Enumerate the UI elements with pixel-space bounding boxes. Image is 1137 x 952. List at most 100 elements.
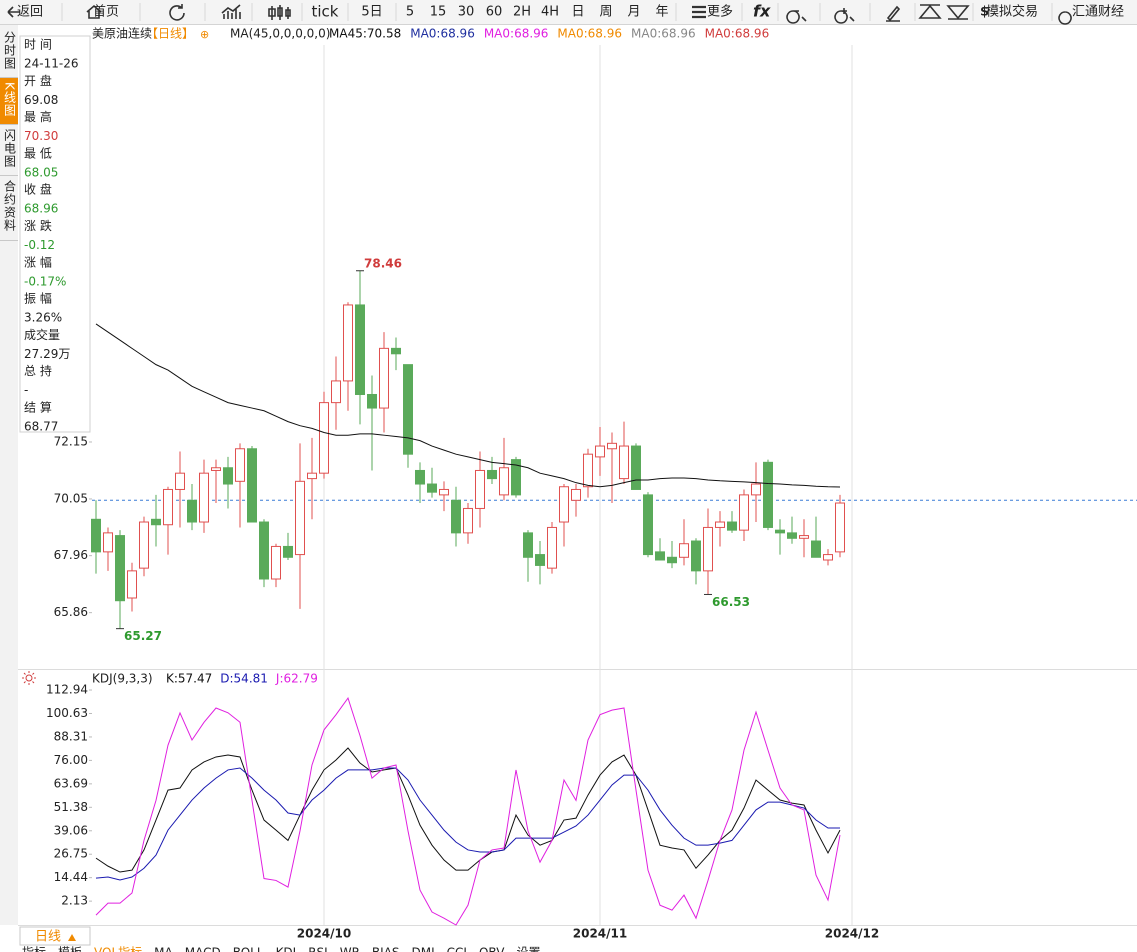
bottom-tab[interactable]: CCI xyxy=(447,946,467,952)
bottom-tab[interactable]: RSI xyxy=(308,946,328,952)
side-tab[interactable]: 闪电图 xyxy=(3,129,17,168)
y-tick-label: 72.15 xyxy=(54,434,88,448)
bottom-tab[interactable]: BIAS xyxy=(372,946,400,952)
bottom-tab[interactable]: KDJ xyxy=(276,946,297,952)
candle-body xyxy=(187,499,197,523)
candle-body xyxy=(547,526,557,569)
toolbar-item[interactable]: 5 xyxy=(406,5,414,20)
side-tab[interactable]: K线图 xyxy=(3,82,17,117)
candle-body xyxy=(307,472,317,480)
kdj-line xyxy=(95,767,840,881)
kdj-y-tick-label: 76.00 xyxy=(54,753,88,767)
side-tab[interactable]: 分时图 xyxy=(3,31,17,70)
bottom-tab[interactable]: WR xyxy=(340,946,360,952)
back-icon[interactable] xyxy=(7,6,20,18)
candle-body xyxy=(367,393,377,409)
toolbar-item[interactable]: 30 xyxy=(458,5,475,20)
refresh-icon[interactable] xyxy=(169,4,185,21)
candle-body xyxy=(175,472,185,490)
pen-icon[interactable] xyxy=(886,5,901,22)
toolbar-item[interactable]: 返回 xyxy=(17,5,43,20)
zoom-out-icon[interactable] xyxy=(786,10,807,24)
fx-icon[interactable]: fx xyxy=(753,2,771,21)
candle-icon[interactable] xyxy=(268,5,291,20)
candle-body xyxy=(271,545,281,580)
y-tick-label: 67.96 xyxy=(54,548,88,562)
toolbar-item[interactable]: 月 xyxy=(627,5,640,20)
side-tab-active xyxy=(0,78,18,124)
candle-body xyxy=(451,499,461,534)
x-tick-label: 2024/12 xyxy=(825,927,879,941)
period-arrow[interactable] xyxy=(68,934,76,941)
chart-icon[interactable] xyxy=(221,4,241,19)
huitong-icon[interactable] xyxy=(1058,11,1072,25)
legend-entry: MA0:68.96 xyxy=(410,27,475,41)
zoom-in-icon[interactable] xyxy=(834,8,855,24)
toolbar-icons xyxy=(7,4,1072,25)
bottom-tab[interactable]: 设置 xyxy=(517,946,541,952)
period-label[interactable]: 日线 xyxy=(35,930,61,945)
info-label: 收 盘 xyxy=(24,182,52,197)
more-icon[interactable] xyxy=(692,5,706,19)
kdj-y-tick-label: 100.63 xyxy=(46,706,88,720)
annotation-label: 78.46 xyxy=(364,256,402,270)
toolbar-item[interactable]: 周 xyxy=(599,5,612,20)
toolbar-item[interactable]: 年 xyxy=(655,5,668,20)
toolbar-item[interactable]: 5日 xyxy=(361,5,382,20)
kdj-y-tick-label: 88.31 xyxy=(54,729,88,743)
candle-body xyxy=(151,518,161,526)
toolbar-item[interactable]: 2H xyxy=(513,5,531,20)
kdj-y-tick-label: 39.06 xyxy=(54,823,88,837)
candle-body xyxy=(487,469,497,480)
toolbar-item[interactable]: 首页 xyxy=(93,5,119,20)
candle-body xyxy=(163,488,173,526)
candle-body xyxy=(667,556,677,564)
bottom-tab[interactable]: BOLL xyxy=(233,946,264,952)
candle-body xyxy=(559,486,569,523)
info-value: 68.96 xyxy=(24,202,58,216)
info-value: 68.05 xyxy=(24,165,58,179)
candle-body xyxy=(223,467,233,485)
bottom-tab[interactable]: MA xyxy=(154,946,173,952)
toolbar-item[interactable]: 4H xyxy=(541,5,559,20)
toolbar-item[interactable]: 15 xyxy=(430,5,447,20)
candle-body xyxy=(727,521,737,531)
bottom-tab[interactable]: 模板 xyxy=(58,946,82,952)
kdj-y-tick-label: 63.69 xyxy=(54,776,88,790)
toolbar-item[interactable]: 日 xyxy=(571,5,584,20)
candle-body xyxy=(595,445,605,458)
bottom-tab[interactable]: VOL指标 xyxy=(94,945,142,952)
dollar-icon[interactable]: $ xyxy=(980,5,989,20)
toolbar-item[interactable]: tick xyxy=(312,3,339,21)
candle-body xyxy=(583,453,593,488)
bottom-tab[interactable]: MACD xyxy=(185,946,221,952)
candle-body xyxy=(679,543,689,558)
candle-body xyxy=(127,570,137,599)
toolbar-item[interactable]: 汇通财经 xyxy=(1072,5,1124,20)
candle-body xyxy=(739,494,749,531)
triangle-down-icon[interactable] xyxy=(946,5,970,20)
candle-body xyxy=(571,488,581,501)
candle-body xyxy=(535,554,545,566)
candle-body xyxy=(259,521,269,580)
info-label: 最 低 xyxy=(24,146,52,160)
home-icon[interactable] xyxy=(86,4,102,19)
bottom-tab[interactable]: DMI xyxy=(412,946,435,952)
kdj-legend: J:62.79 xyxy=(275,672,318,686)
toolbar-item[interactable]: 模拟交易 xyxy=(986,4,1038,20)
info-label: 最 高 xyxy=(24,109,52,124)
side-tab[interactable]: 合约资料 xyxy=(3,179,17,232)
candle-body xyxy=(343,304,353,382)
triangle-up-icon[interactable] xyxy=(918,4,942,19)
legend-entry: MA45:70.58 xyxy=(329,27,401,41)
toolbar-item[interactable]: 60 xyxy=(486,5,503,20)
annotation-label: 65.27 xyxy=(124,629,162,643)
bottom-tab[interactable]: OBV xyxy=(479,946,505,952)
candle-body xyxy=(199,472,209,523)
kdj-line xyxy=(95,697,841,926)
toolbar-item[interactable]: 更多 xyxy=(707,4,733,20)
bottom-tab[interactable]: 指标 xyxy=(22,945,46,952)
candle-body xyxy=(607,442,617,450)
y-tick-label: 65.86 xyxy=(54,605,88,619)
candle-body xyxy=(355,304,365,395)
